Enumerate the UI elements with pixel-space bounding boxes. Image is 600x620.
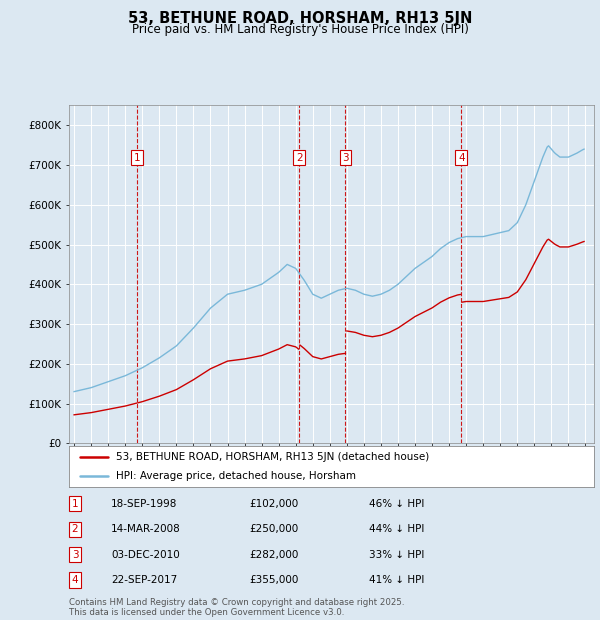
Text: 2: 2 bbox=[71, 524, 79, 534]
Text: 33% ↓ HPI: 33% ↓ HPI bbox=[369, 549, 424, 560]
Text: 3: 3 bbox=[342, 153, 349, 163]
Text: 44% ↓ HPI: 44% ↓ HPI bbox=[369, 524, 424, 534]
Text: 3: 3 bbox=[71, 549, 79, 560]
Text: Contains HM Land Registry data © Crown copyright and database right 2025.
This d: Contains HM Land Registry data © Crown c… bbox=[69, 598, 404, 617]
Text: 2: 2 bbox=[296, 153, 302, 163]
Text: £102,000: £102,000 bbox=[249, 498, 298, 509]
Text: 4: 4 bbox=[458, 153, 464, 163]
Text: 03-DEC-2010: 03-DEC-2010 bbox=[111, 549, 180, 560]
Text: 1: 1 bbox=[71, 498, 79, 509]
Text: 4: 4 bbox=[71, 575, 79, 585]
Text: 53, BETHUNE ROAD, HORSHAM, RH13 5JN: 53, BETHUNE ROAD, HORSHAM, RH13 5JN bbox=[128, 11, 472, 25]
Text: £355,000: £355,000 bbox=[249, 575, 298, 585]
Text: £282,000: £282,000 bbox=[249, 549, 298, 560]
Text: 1: 1 bbox=[134, 153, 140, 163]
Text: HPI: Average price, detached house, Horsham: HPI: Average price, detached house, Hors… bbox=[116, 471, 356, 481]
Text: 41% ↓ HPI: 41% ↓ HPI bbox=[369, 575, 424, 585]
Text: 22-SEP-2017: 22-SEP-2017 bbox=[111, 575, 177, 585]
Text: 14-MAR-2008: 14-MAR-2008 bbox=[111, 524, 181, 534]
Text: 53, BETHUNE ROAD, HORSHAM, RH13 5JN (detached house): 53, BETHUNE ROAD, HORSHAM, RH13 5JN (det… bbox=[116, 452, 430, 463]
Text: 18-SEP-1998: 18-SEP-1998 bbox=[111, 498, 178, 509]
Text: £250,000: £250,000 bbox=[249, 524, 298, 534]
Text: 46% ↓ HPI: 46% ↓ HPI bbox=[369, 498, 424, 509]
Text: Price paid vs. HM Land Registry's House Price Index (HPI): Price paid vs. HM Land Registry's House … bbox=[131, 23, 469, 36]
